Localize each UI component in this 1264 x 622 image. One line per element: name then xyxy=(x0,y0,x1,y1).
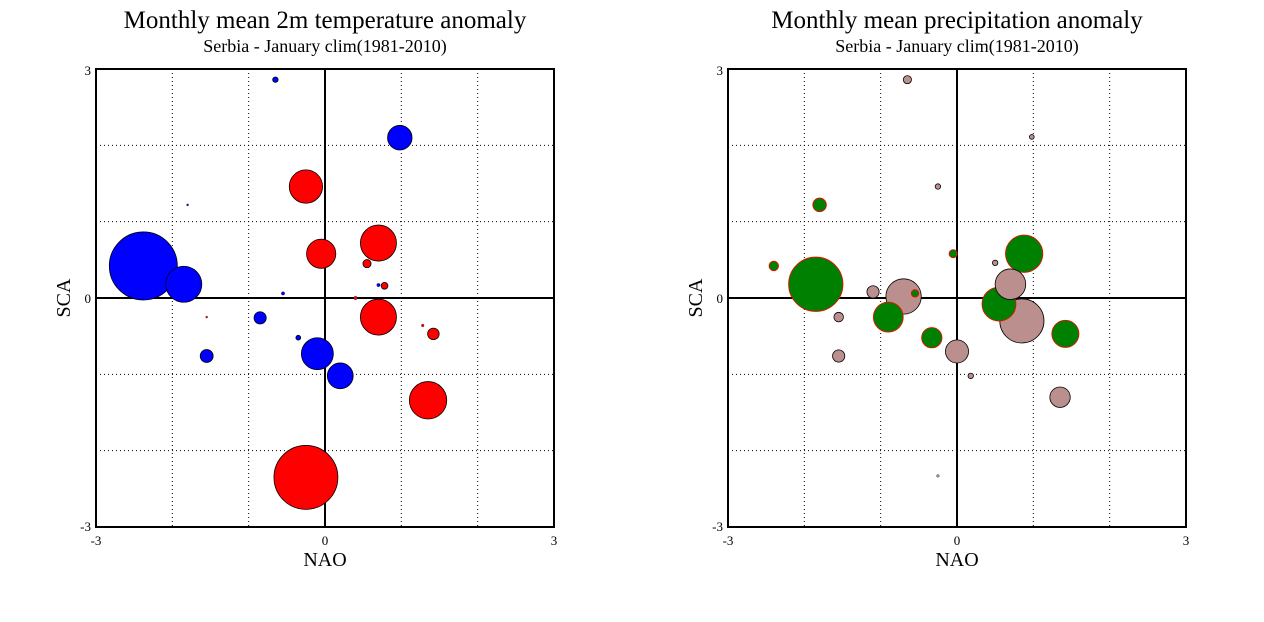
chart-title: Monthly mean 2m temperature anomaly xyxy=(124,7,527,34)
bubble-positive-anomaly xyxy=(421,323,425,327)
y-tick-label-top: 3 xyxy=(717,63,724,78)
bubble-negative-anomaly xyxy=(945,339,969,364)
bubble-positive-anomaly xyxy=(1051,319,1080,348)
y-axis-label: SCA xyxy=(685,278,707,317)
bubble-positive-anomaly xyxy=(273,445,339,510)
bubble-positive-anomaly xyxy=(360,298,397,336)
bubble-positive-anomaly xyxy=(910,289,920,298)
bubble-positive-anomaly xyxy=(812,197,827,213)
bubble-positive-anomaly xyxy=(408,381,448,420)
plot-frame xyxy=(727,68,1187,528)
bubble-negative-anomaly xyxy=(967,372,974,379)
bubble-negative-anomaly xyxy=(300,337,334,371)
bubble-negative-anomaly xyxy=(253,311,267,325)
x-tick-label-left: -3 xyxy=(723,533,734,548)
chart-subtitle: Serbia - January clim(1981-2010) xyxy=(835,36,1078,57)
bubble-negative-anomaly xyxy=(902,75,912,85)
bubble-positive-anomaly xyxy=(205,315,208,319)
y-tick-label-middle: 0 xyxy=(717,291,724,306)
bubble-negative-anomaly xyxy=(1049,386,1071,408)
bubble-negative-anomaly xyxy=(1029,134,1035,140)
y-tick-label-bottom: -3 xyxy=(712,519,723,534)
bubble-positive-anomaly xyxy=(788,256,844,312)
bubble-negative-anomaly xyxy=(866,285,880,299)
bubble-negative-anomaly xyxy=(186,203,189,207)
bubble-negative-anomaly xyxy=(833,311,844,323)
bubble-negative-anomaly xyxy=(295,334,302,341)
chart-title: Monthly mean precipitation anomaly xyxy=(771,7,1143,34)
bubble-layer xyxy=(108,76,448,510)
chart-subtitle: Serbia - January clim(1981-2010) xyxy=(203,36,446,57)
x-tick-label-middle: 0 xyxy=(322,533,329,548)
bubble-negative-anomaly xyxy=(272,76,279,83)
bubble-negative-anomaly xyxy=(992,259,999,267)
bubble-negative-anomaly xyxy=(165,265,203,303)
bubble-negative-anomaly xyxy=(108,231,178,301)
bubble-positive-anomaly xyxy=(362,259,372,269)
bubble-negative-anomaly xyxy=(387,125,413,151)
bubble-negative-anomaly xyxy=(376,283,381,287)
x-tick-label-middle: 0 xyxy=(954,533,961,548)
precipitation-anomaly-panel: Monthly mean precipitation anomaly Serbi… xyxy=(685,7,1189,571)
y-tick-label-top: 3 xyxy=(85,63,92,78)
bubble-positive-anomaly xyxy=(288,169,323,204)
x-tick-label-left: -3 xyxy=(91,533,102,548)
bubble-positive-anomaly xyxy=(1005,234,1044,273)
plot-frame xyxy=(95,68,555,528)
bubble-positive-anomaly xyxy=(427,327,440,341)
bubble-negative-anomaly xyxy=(281,291,285,296)
x-tick-label-right: 3 xyxy=(1183,533,1190,548)
y-tick-label-bottom: -3 xyxy=(80,519,91,534)
bubble-positive-anomaly xyxy=(353,296,358,300)
bubble-negative-anomaly xyxy=(832,349,846,363)
bubble-negative-anomaly xyxy=(934,183,942,190)
bubble-positive-anomaly xyxy=(948,249,958,259)
x-tick-label-right: 3 xyxy=(551,533,558,548)
bubble-positive-anomaly xyxy=(768,260,779,272)
bubble-positive-anomaly xyxy=(360,224,397,262)
bubble-positive-anomaly xyxy=(306,238,337,269)
bubble-positive-anomaly xyxy=(380,281,389,290)
bubble-negative-anomaly xyxy=(994,268,1027,300)
temperature-anomaly-panel: Monthly mean 2m temperature anomaly Serb… xyxy=(53,7,557,571)
y-tick-label-middle: 0 xyxy=(85,291,92,306)
y-axis-label: SCA xyxy=(53,278,75,317)
bubble-positive-anomaly xyxy=(921,327,943,349)
bubble-positive-anomaly xyxy=(872,301,904,333)
bubble-layer xyxy=(768,75,1080,478)
x-axis-label: NAO xyxy=(935,549,978,571)
bubble-negative-anomaly xyxy=(326,362,354,390)
bubble-negative-anomaly xyxy=(199,349,214,363)
x-axis-label: NAO xyxy=(303,549,346,571)
bubble-negative-anomaly xyxy=(936,474,940,478)
